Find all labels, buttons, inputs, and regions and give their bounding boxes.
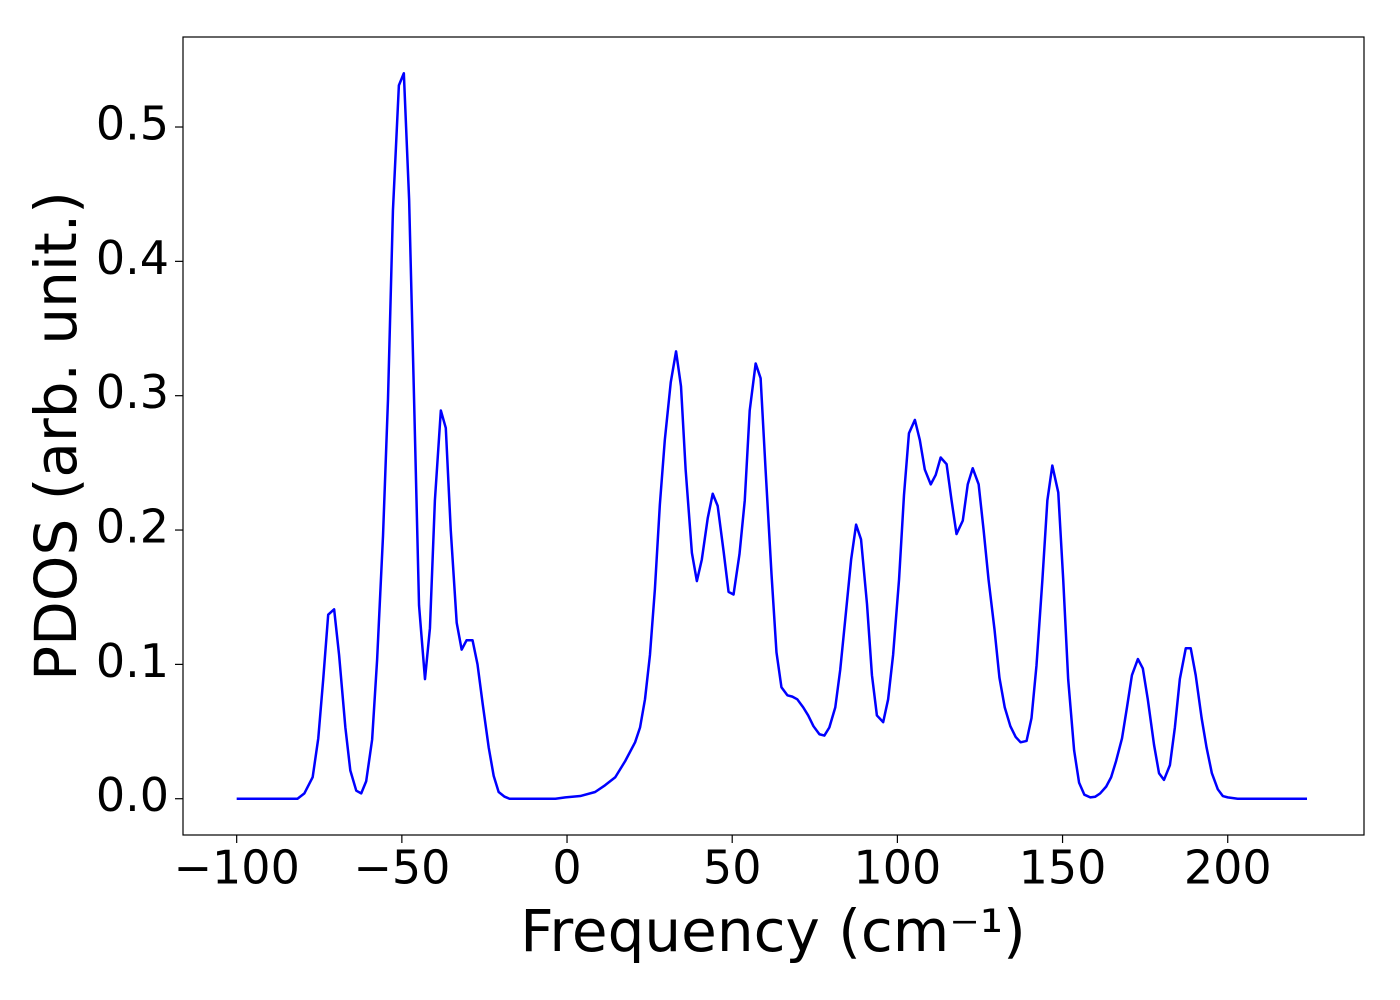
plot-frame	[182, 36, 1365, 836]
x-tick-label: 200	[1184, 841, 1272, 895]
x-tick-label: −50	[353, 841, 450, 895]
x-tick-label: 150	[1019, 841, 1107, 895]
y-tick-label: 0.2	[96, 500, 169, 554]
y-tick-label: 0.0	[96, 768, 169, 822]
x-axis-label: Frequency (cm⁻¹)	[520, 897, 1026, 965]
x-tick-label: −100	[174, 841, 300, 895]
y-tick-label: 0.5	[96, 97, 169, 151]
y-tick-label: 0.1	[96, 634, 169, 688]
data-line	[236, 72, 1308, 800]
x-tick-label: 100	[853, 841, 941, 895]
x-tick-label: 50	[703, 841, 762, 895]
x-tick-label: 0	[552, 841, 581, 895]
y-tick-label: 0.3	[96, 365, 169, 419]
y-tick-label: 0.4	[96, 231, 169, 285]
y-axis-label: PDOS (arb. unit.)	[22, 191, 90, 681]
